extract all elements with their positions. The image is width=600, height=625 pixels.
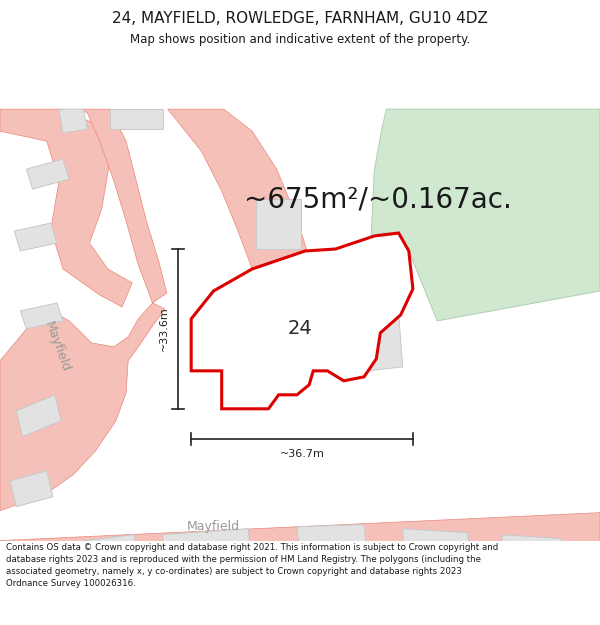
Polygon shape	[371, 109, 600, 321]
Polygon shape	[163, 529, 252, 574]
Text: Contains OS data © Crown copyright and database right 2021. This information is : Contains OS data © Crown copyright and d…	[6, 543, 498, 588]
Polygon shape	[403, 529, 470, 569]
Text: ~33.6m: ~33.6m	[159, 306, 169, 351]
Polygon shape	[20, 303, 63, 329]
Text: Map shows position and indicative extent of the property.: Map shows position and indicative extent…	[130, 32, 470, 46]
Polygon shape	[0, 109, 132, 307]
Polygon shape	[500, 534, 562, 574]
Polygon shape	[346, 313, 403, 373]
Polygon shape	[82, 109, 167, 303]
Polygon shape	[297, 524, 368, 567]
Polygon shape	[14, 223, 57, 251]
Polygon shape	[191, 233, 413, 409]
Polygon shape	[16, 395, 61, 437]
Polygon shape	[26, 159, 69, 189]
Text: Mayfield: Mayfield	[42, 320, 72, 374]
Text: 24, MAYFIELD, ROWLEDGE, FARNHAM, GU10 4DZ: 24, MAYFIELD, ROWLEDGE, FARNHAM, GU10 4D…	[112, 11, 488, 26]
Polygon shape	[10, 471, 53, 507]
Polygon shape	[168, 109, 307, 269]
Polygon shape	[256, 199, 301, 249]
Polygon shape	[0, 303, 165, 511]
Polygon shape	[110, 109, 163, 129]
Polygon shape	[53, 534, 139, 584]
Polygon shape	[59, 109, 88, 133]
Text: Mayfield: Mayfield	[187, 520, 240, 533]
Text: 24: 24	[287, 319, 313, 338]
Text: ~675m²/~0.167ac.: ~675m²/~0.167ac.	[244, 185, 512, 213]
Text: ~36.7m: ~36.7m	[280, 449, 325, 459]
Polygon shape	[0, 512, 600, 579]
